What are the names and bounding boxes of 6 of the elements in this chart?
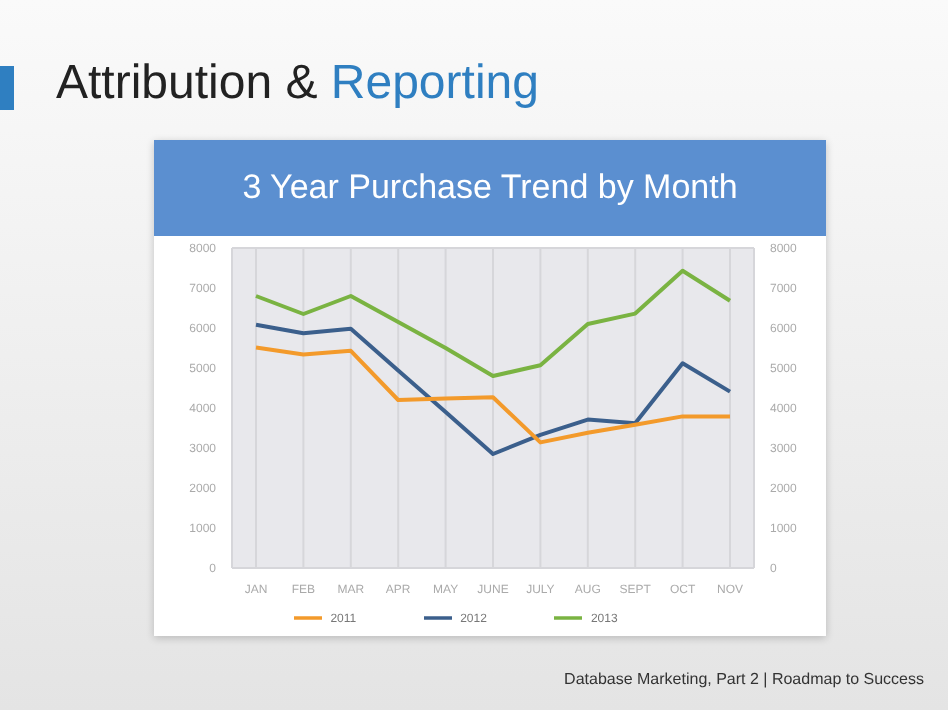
line-series xyxy=(254,345,732,445)
text: Attribution & Reporting xyxy=(56,56,539,112)
line-series xyxy=(254,322,732,456)
text: Database Marketing, Part 2 | Roadmap to Success xyxy=(564,670,924,688)
chart-title: 3 Year Purchase Trend by Month xyxy=(154,140,826,236)
line-series xyxy=(254,268,732,378)
